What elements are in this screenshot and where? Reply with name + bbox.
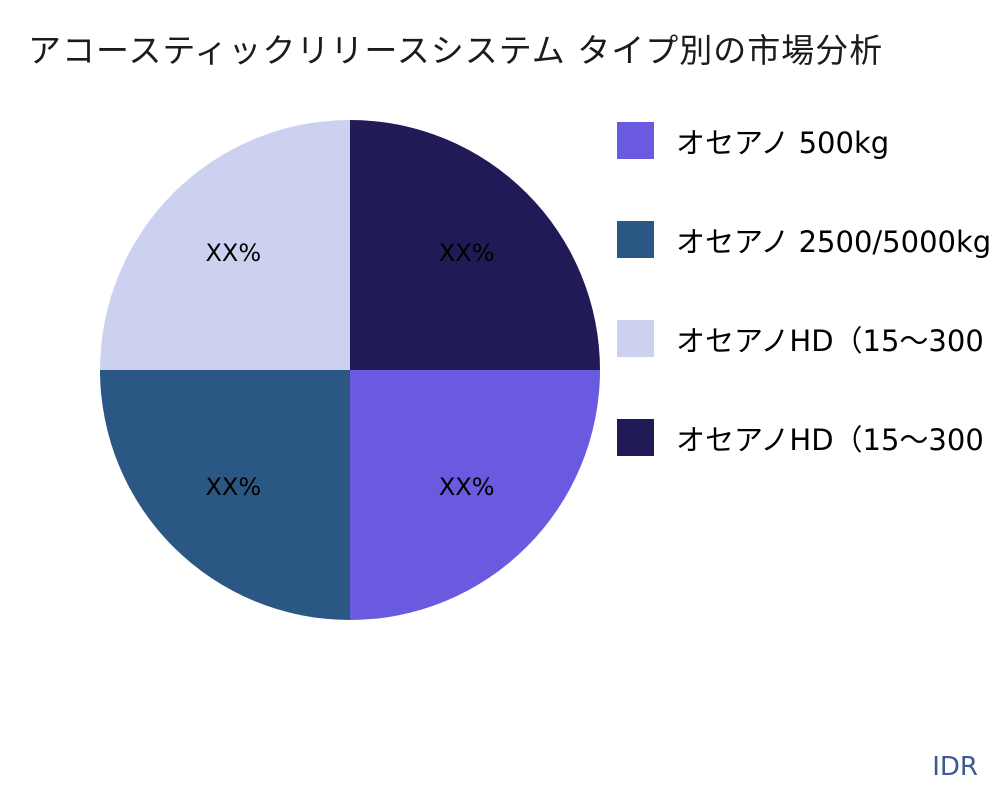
legend-color-swatch [617, 419, 654, 456]
pie-chart [100, 120, 600, 620]
legend-item: オセアノHD（15～300 [617, 419, 991, 457]
legend-color-swatch [617, 122, 654, 159]
pie-slice-label: XX% [205, 472, 262, 501]
pie-slice-label: XX% [438, 472, 495, 501]
legend-color-swatch [617, 221, 654, 258]
pie-slice-label: XX% [205, 239, 262, 268]
legend-item: オセアノ 500kg [617, 122, 991, 160]
currency-label: IDR [932, 752, 978, 782]
pie-area: XX% XX% XX% XX% [100, 120, 600, 620]
legend-item: オセアノHD（15～300 [617, 320, 991, 358]
legend-label: オセアノHD（15～300 [676, 422, 984, 457]
chart-title: アコースティックリリースシステム タイプ別の市場分析 [28, 31, 884, 70]
pie-slice-label: XX% [438, 239, 495, 268]
legend-label: オセアノ 500kg [676, 125, 890, 160]
chart-legend: オセアノ 500kg オセアノ 2500/5000kg オセアノHD（15～300 オ… [617, 122, 991, 518]
legend-label: オセアノ 2500/5000kg [676, 224, 992, 259]
legend-label: オセアノHD（15～300 [676, 323, 984, 358]
legend-color-swatch [617, 320, 654, 357]
legend-item: オセアノ 2500/5000kg [617, 221, 992, 259]
